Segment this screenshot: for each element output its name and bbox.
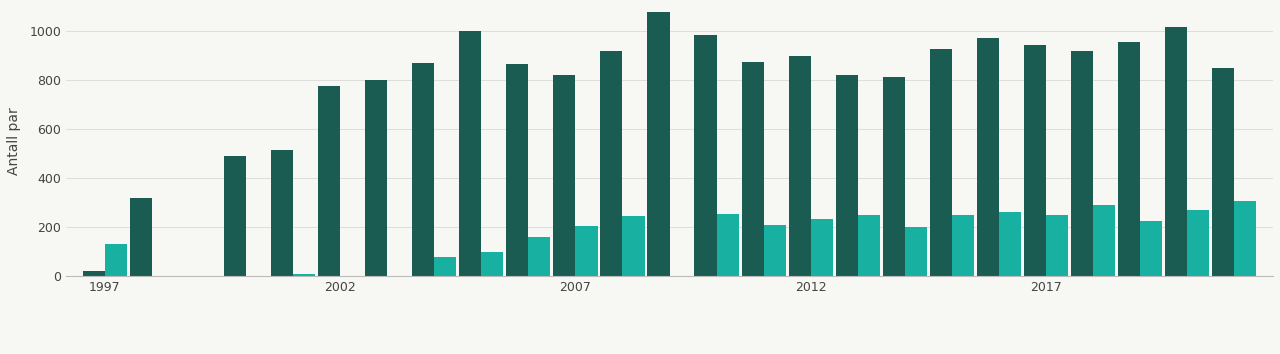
- Bar: [224, 156, 246, 276]
- Bar: [1117, 42, 1140, 276]
- Bar: [412, 63, 434, 276]
- Bar: [858, 215, 879, 276]
- Bar: [717, 214, 739, 276]
- Bar: [977, 38, 998, 276]
- Bar: [836, 75, 858, 276]
- Bar: [105, 244, 127, 276]
- Bar: [1188, 210, 1210, 276]
- Y-axis label: Antall par: Antall par: [6, 108, 20, 176]
- Bar: [576, 226, 598, 276]
- Bar: [1140, 221, 1162, 276]
- Bar: [481, 252, 503, 276]
- Bar: [1024, 45, 1046, 276]
- Bar: [83, 271, 105, 276]
- Bar: [648, 12, 669, 276]
- Bar: [695, 35, 717, 276]
- Bar: [365, 80, 387, 276]
- Bar: [788, 56, 810, 276]
- Bar: [810, 219, 833, 276]
- Bar: [1071, 51, 1093, 276]
- Bar: [129, 198, 152, 276]
- Bar: [952, 215, 974, 276]
- Bar: [1046, 215, 1069, 276]
- Bar: [293, 274, 315, 276]
- Bar: [434, 257, 457, 276]
- Bar: [600, 51, 622, 276]
- Bar: [741, 62, 764, 276]
- Bar: [529, 237, 550, 276]
- Bar: [929, 48, 952, 276]
- Bar: [883, 77, 905, 276]
- Bar: [622, 216, 645, 276]
- Bar: [460, 32, 481, 276]
- Bar: [1165, 27, 1188, 276]
- Bar: [998, 212, 1021, 276]
- Bar: [317, 86, 340, 276]
- Bar: [1093, 205, 1115, 276]
- Bar: [1212, 68, 1234, 276]
- Bar: [905, 227, 927, 276]
- Bar: [1234, 201, 1257, 276]
- Bar: [506, 64, 529, 276]
- Bar: [764, 225, 786, 276]
- Bar: [553, 75, 576, 276]
- Bar: [271, 150, 293, 276]
